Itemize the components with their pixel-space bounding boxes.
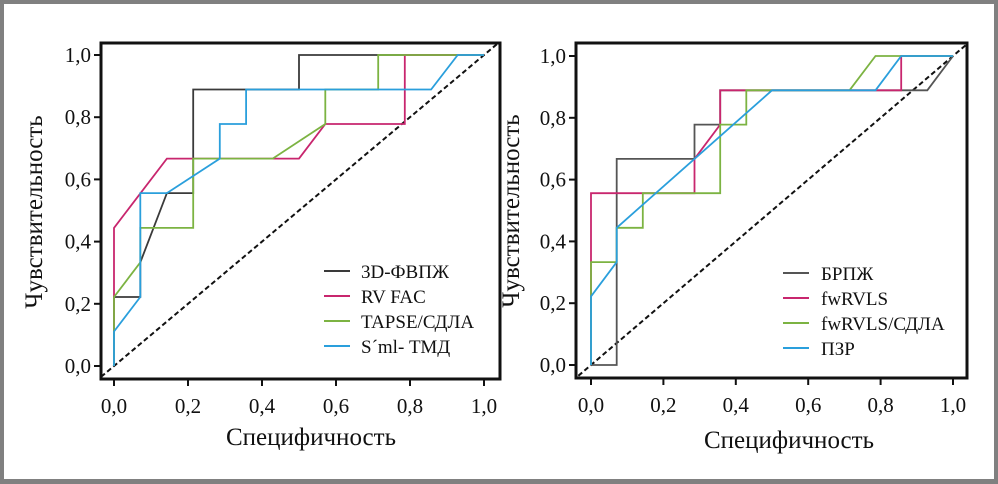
- legend-item: RV FAC: [324, 287, 426, 308]
- legend-label: fwRVLS/СДЛА: [821, 314, 945, 335]
- y-tick-label: 0,6: [540, 168, 566, 192]
- x-tick-label: 0,0: [101, 394, 127, 418]
- x-tick-label: 0,6: [795, 393, 821, 417]
- plot-frame: [574, 41, 969, 380]
- legend-label: S´ml- ТМД: [361, 337, 450, 358]
- y-tick-label: 0,6: [65, 167, 91, 191]
- x-tick-label: 0,8: [867, 393, 893, 417]
- x-tick-label: 1,0: [471, 394, 497, 418]
- roc-series-line: [590, 55, 953, 365]
- roc-series-line: [113, 54, 484, 366]
- roc-chart-right: 0,0 0,2 0,4 0,6 0,8 1,0 0,0 0,2 0,4 0,6 0,8 1,0 Спец…: [498, 41, 969, 454]
- y-tick-label: 0,4: [540, 229, 567, 253]
- legend-item: ПЗР: [783, 339, 855, 360]
- reference-diagonal-line: [577, 44, 967, 377]
- legend-label: TAPSE/СДЛА: [361, 312, 474, 333]
- x-tick-label: 0,0: [578, 393, 604, 417]
- x-tick-label: 0,4: [249, 394, 276, 418]
- x-tick-label: 1,0: [940, 393, 966, 417]
- y-axis-title: Чувствительность: [21, 115, 48, 308]
- y-tick-label: 1,0: [540, 44, 566, 68]
- legend-item: fwRVLS/СДЛА: [783, 314, 945, 335]
- x-tick-label: 0,2: [175, 394, 201, 418]
- y-tick-label: 1,0: [65, 43, 91, 67]
- legend-item: S´ml- ТМД: [324, 337, 450, 358]
- legend-label: ПЗР: [821, 339, 855, 360]
- roc-series-line: [113, 54, 484, 366]
- legend-item: 3D-ФВПЖ: [324, 262, 450, 283]
- y-tick-label: 0,2: [65, 292, 91, 316]
- legend-label: fwRVLS: [821, 289, 888, 310]
- x-tick-label: 0,8: [397, 394, 423, 418]
- y-tick-label: 0,0: [540, 353, 566, 377]
- plot-frame: [99, 41, 502, 381]
- y-tick-label: 0,0: [65, 354, 91, 378]
- x-axis-title: Специфичность: [226, 424, 396, 451]
- x-tick-label: 0,6: [323, 394, 349, 418]
- y-tick-label: 0,4: [65, 230, 92, 254]
- roc-series-line: [113, 54, 484, 366]
- legend-item: fwRVLS: [783, 289, 888, 310]
- plot-area: [101, 43, 500, 379]
- legend-item: БРПЖ: [783, 264, 874, 285]
- legend-label: БРПЖ: [821, 264, 874, 285]
- legend-label: 3D-ФВПЖ: [361, 262, 450, 283]
- roc-chart-left: 0,0 0,2 0,4 0,6 0,8 1,0 0,0 0,2 0,4 0,6 0,8 1,0 Спец…: [21, 41, 502, 451]
- y-tick-label: 0,2: [540, 291, 566, 315]
- legend: 3D-ФВПЖ RV FAC TAPSE/СДЛА S´ml- ТМД: [324, 262, 474, 358]
- y-axis-title: Чувствительность: [498, 114, 525, 307]
- legend-item: TAPSE/СДЛА: [324, 312, 474, 333]
- x-axis-title: Специфичность: [704, 427, 874, 454]
- x-tick-label: 0,4: [723, 393, 750, 417]
- y-tick-label: 0,8: [65, 105, 91, 129]
- legend-label: RV FAC: [361, 287, 426, 308]
- roc-series-line: [113, 54, 484, 366]
- legend: БРПЖ fwRVLS fwRVLS/СДЛА ПЗР: [783, 264, 945, 360]
- y-tick-label: 0,8: [540, 106, 566, 130]
- reference-diagonal-line: [100, 43, 498, 378]
- x-tick-label: 0,2: [650, 393, 676, 417]
